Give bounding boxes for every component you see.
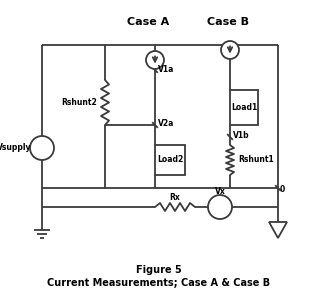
Text: Vsupply: Vsupply — [0, 143, 31, 153]
Circle shape — [30, 136, 54, 160]
Circle shape — [146, 51, 164, 69]
Bar — [230, 90, 258, 125]
Text: V2a: V2a — [158, 119, 174, 129]
Text: Case A: Case A — [127, 17, 169, 27]
Text: 0: 0 — [280, 185, 285, 193]
Polygon shape — [269, 222, 287, 238]
Circle shape — [208, 195, 232, 219]
Circle shape — [221, 41, 239, 59]
Text: V1a: V1a — [158, 64, 174, 73]
Text: Rshunt2: Rshunt2 — [61, 98, 97, 107]
Text: Rshunt1: Rshunt1 — [238, 156, 274, 165]
Text: Current Measurements; Case A & Case B: Current Measurements; Case A & Case B — [47, 278, 271, 288]
Bar — [155, 145, 185, 175]
Text: Load1: Load1 — [231, 103, 257, 112]
Text: Vx: Vx — [215, 186, 225, 196]
Text: Rx: Rx — [169, 192, 180, 201]
Text: Figure 5: Figure 5 — [136, 265, 182, 275]
Text: Case B: Case B — [207, 17, 249, 27]
Text: Load2: Load2 — [157, 156, 183, 165]
Text: V1b: V1b — [233, 131, 250, 141]
